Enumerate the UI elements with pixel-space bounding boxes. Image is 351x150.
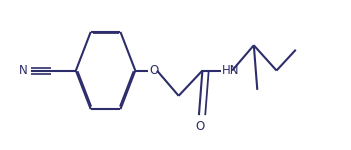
Text: O: O bbox=[149, 64, 159, 77]
Text: O: O bbox=[196, 120, 205, 133]
Text: N: N bbox=[19, 64, 28, 77]
Text: HN: HN bbox=[221, 64, 239, 77]
